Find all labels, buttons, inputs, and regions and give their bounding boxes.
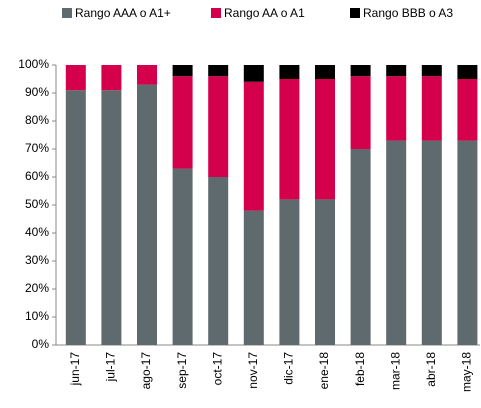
bar-segment xyxy=(243,210,264,345)
bar-segment xyxy=(137,84,157,345)
x-tick-label: mar-18 xyxy=(388,352,402,390)
x-tick-label: ago-17 xyxy=(139,352,153,390)
bar-segment xyxy=(279,65,300,79)
bar-segment xyxy=(243,81,264,211)
x-tick-label: oct-17 xyxy=(210,352,224,386)
bar-segment xyxy=(208,177,229,345)
bar-segment xyxy=(421,65,442,77)
x-tick-label: jul-17 xyxy=(104,352,118,383)
x-tick-label: dic-17 xyxy=(282,352,296,385)
bar-segment xyxy=(457,140,478,345)
bar-segment xyxy=(386,65,407,77)
bar-segment xyxy=(243,65,264,82)
y-tick-label: 40% xyxy=(25,225,49,239)
bar-segment xyxy=(315,65,335,79)
y-tick-label: 100% xyxy=(18,57,49,71)
bar-segment xyxy=(137,65,157,85)
x-tick-label: nov-17 xyxy=(246,352,260,389)
bar-segment xyxy=(421,140,442,345)
bar-segment xyxy=(279,199,300,345)
bar-segment xyxy=(279,79,300,200)
x-tick-label: ene-18 xyxy=(317,352,331,390)
bar-segment xyxy=(208,76,229,177)
y-tick-label: 70% xyxy=(25,141,49,155)
y-tick-label: 30% xyxy=(25,253,49,267)
bar-segment xyxy=(65,65,86,91)
y-tick-label: 20% xyxy=(25,281,49,295)
y-tick-label: 50% xyxy=(25,197,49,211)
x-tick-label: jun-17 xyxy=(68,352,82,387)
bar-segment xyxy=(172,65,193,77)
legend-label: Rango AAA o A1+ xyxy=(75,6,171,20)
bar-segment xyxy=(386,140,407,345)
bar-segment xyxy=(457,79,478,141)
bar-segment xyxy=(172,76,193,169)
y-tick-label: 0% xyxy=(32,337,50,351)
bar-segment xyxy=(101,90,122,345)
bar-segment xyxy=(350,76,371,149)
bar-segment xyxy=(350,65,371,77)
x-tick-label: may-18 xyxy=(460,352,474,392)
legend-swatch xyxy=(62,8,72,18)
x-tick-label: sep-17 xyxy=(175,352,189,389)
bar-segment xyxy=(208,65,229,77)
bar-segment xyxy=(101,65,122,91)
x-tick-label: feb-18 xyxy=(353,352,367,386)
legend-swatch xyxy=(211,8,221,18)
legend-label: Rango AA o A1 xyxy=(224,6,305,20)
bar-segment xyxy=(172,168,193,345)
y-tick-label: 60% xyxy=(25,169,49,183)
y-tick-label: 10% xyxy=(25,309,49,323)
legend-label: Rango BBB o A3 xyxy=(363,6,453,20)
bar-segment xyxy=(315,79,335,200)
bar-segment xyxy=(350,149,371,345)
bar-segment xyxy=(315,199,335,345)
legend-swatch xyxy=(350,8,360,18)
bar-segment xyxy=(65,90,86,345)
y-tick-label: 80% xyxy=(25,113,49,127)
y-tick-label: 90% xyxy=(25,85,49,99)
bar-segment xyxy=(457,65,478,79)
bar-segment xyxy=(421,76,442,141)
x-tick-label: abr-18 xyxy=(424,352,438,387)
bar-segment xyxy=(386,76,407,141)
